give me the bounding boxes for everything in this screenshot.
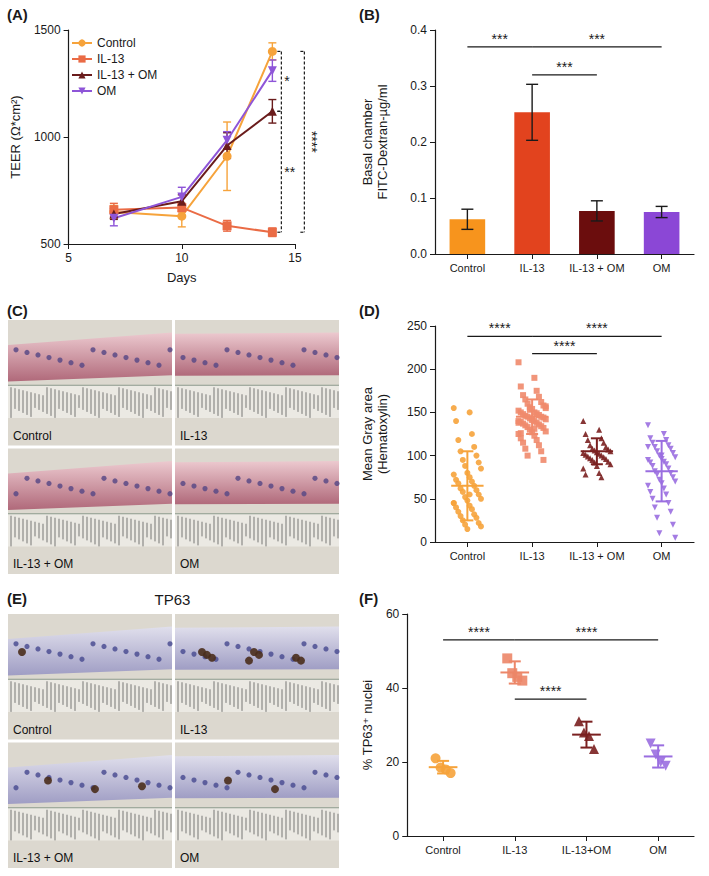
svg-text:(D): (D) bbox=[359, 302, 380, 319]
svg-text:IL-13 + OM: IL-13 + OM bbox=[569, 550, 624, 562]
svg-text:IL-13: IL-13 bbox=[180, 723, 208, 737]
svg-text:IL-13 + OM: IL-13 + OM bbox=[97, 68, 157, 82]
svg-text:0.4: 0.4 bbox=[410, 23, 427, 37]
svg-text:OM: OM bbox=[180, 851, 199, 865]
svg-text:0.2: 0.2 bbox=[410, 135, 427, 149]
svg-text:****: **** bbox=[304, 131, 320, 153]
svg-text:40: 40 bbox=[386, 681, 400, 695]
svg-text:(B): (B) bbox=[359, 6, 380, 23]
svg-text:Days: Days bbox=[167, 270, 197, 285]
svg-text:IL-13: IL-13 bbox=[97, 52, 125, 66]
svg-text:60: 60 bbox=[386, 607, 400, 621]
svg-text:100: 100 bbox=[407, 449, 427, 463]
svg-text:250: 250 bbox=[407, 319, 427, 333]
svg-text:200: 200 bbox=[407, 362, 427, 376]
svg-text:10: 10 bbox=[175, 251, 189, 265]
svg-text:0.0: 0.0 bbox=[410, 247, 427, 261]
svg-text:150: 150 bbox=[407, 405, 427, 419]
svg-text:TP63: TP63 bbox=[155, 591, 191, 608]
svg-text:****: **** bbox=[554, 338, 576, 354]
svg-text:FITC-Dextran-µg/ml: FITC-Dextran-µg/ml bbox=[375, 84, 390, 199]
svg-text:0: 0 bbox=[393, 829, 400, 843]
svg-text:IL-13: IL-13 bbox=[520, 550, 545, 562]
svg-text:***: *** bbox=[556, 59, 573, 75]
svg-text:0.1: 0.1 bbox=[410, 191, 427, 205]
svg-text:*: * bbox=[284, 73, 290, 89]
svg-text:Control: Control bbox=[450, 262, 485, 274]
svg-text:Control: Control bbox=[13, 723, 52, 737]
svg-text:OM: OM bbox=[180, 557, 199, 571]
svg-text:Control: Control bbox=[97, 36, 136, 50]
svg-text:1500: 1500 bbox=[34, 23, 61, 37]
svg-text:IL-13 + OM: IL-13 + OM bbox=[13, 557, 73, 571]
svg-text:OM: OM bbox=[97, 84, 116, 98]
svg-text:50: 50 bbox=[414, 492, 428, 506]
svg-text:****: **** bbox=[586, 320, 608, 336]
svg-text:****: **** bbox=[576, 624, 598, 640]
svg-text:0: 0 bbox=[420, 535, 427, 549]
svg-text:5: 5 bbox=[65, 251, 72, 265]
svg-text:**: ** bbox=[284, 164, 295, 180]
svg-text:IL-13: IL-13 bbox=[502, 844, 527, 856]
svg-text:***: *** bbox=[589, 31, 606, 47]
svg-text:OM: OM bbox=[653, 262, 671, 274]
svg-text:TEER (Ω*cm²): TEER (Ω*cm²) bbox=[8, 95, 23, 178]
svg-text:****: **** bbox=[489, 320, 511, 336]
svg-text:OM: OM bbox=[649, 844, 667, 856]
svg-text:Control: Control bbox=[450, 550, 485, 562]
svg-text:(F): (F) bbox=[359, 590, 378, 607]
svg-text:****: **** bbox=[468, 624, 490, 640]
svg-text:OM: OM bbox=[653, 550, 671, 562]
svg-text:20: 20 bbox=[386, 755, 400, 769]
svg-text:0.3: 0.3 bbox=[410, 79, 427, 93]
svg-text:***: *** bbox=[492, 31, 509, 47]
svg-text:15: 15 bbox=[288, 251, 302, 265]
svg-text:Basal chamber: Basal chamber bbox=[360, 98, 375, 185]
svg-text:Control: Control bbox=[425, 844, 460, 856]
svg-text:(E): (E) bbox=[7, 590, 27, 607]
svg-text:IL-13+OM: IL-13+OM bbox=[562, 844, 611, 856]
svg-text:(C): (C) bbox=[7, 302, 28, 319]
svg-text:1000: 1000 bbox=[34, 130, 61, 144]
svg-text:IL-13: IL-13 bbox=[520, 262, 545, 274]
svg-text:% TP63⁺ nuclei: % TP63⁺ nuclei bbox=[360, 680, 375, 771]
svg-text:500: 500 bbox=[41, 237, 61, 251]
svg-text:IL-13 + OM: IL-13 + OM bbox=[569, 262, 624, 274]
svg-text:IL-13: IL-13 bbox=[180, 429, 208, 443]
svg-text:****: **** bbox=[540, 683, 562, 699]
svg-text:Control: Control bbox=[13, 429, 52, 443]
svg-text:(A): (A) bbox=[7, 6, 28, 23]
svg-text:(Hematoxylin): (Hematoxylin) bbox=[375, 394, 390, 474]
svg-text:IL-13 + OM: IL-13 + OM bbox=[13, 851, 73, 865]
svg-text:Mean Gray area: Mean Gray area bbox=[360, 386, 375, 481]
